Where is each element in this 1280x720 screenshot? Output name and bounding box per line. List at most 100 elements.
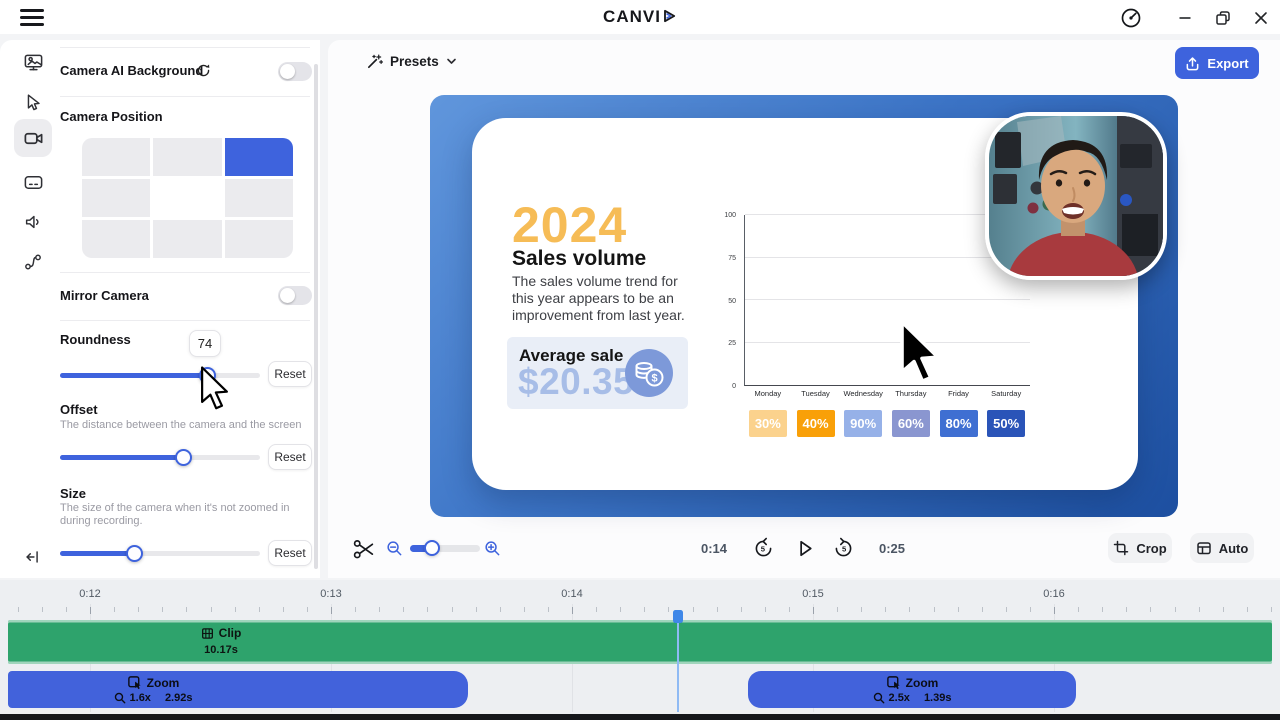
zoom-segment-label: Zoom	[146, 675, 180, 690]
window-bottom-edge	[0, 714, 1280, 720]
crop-button[interactable]: Crop	[1108, 533, 1172, 563]
percent-badge: 40%	[796, 410, 835, 437]
playhead-handle[interactable]	[673, 610, 683, 623]
auto-button[interactable]: Auto	[1190, 533, 1254, 563]
playhead-line	[677, 610, 679, 712]
magnifier-icon	[873, 692, 884, 704]
tool-cursor[interactable]	[14, 83, 52, 121]
crop-label: Crop	[1136, 540, 1167, 556]
position-cell[interactable]	[82, 179, 151, 217]
clip-segment[interactable]: Clip 10.17s	[8, 620, 1272, 664]
slider-thumb[interactable]	[199, 367, 216, 384]
percent-badge: 50%	[987, 410, 1026, 437]
position-cell[interactable]	[224, 220, 293, 258]
mirror-camera-toggle[interactable]	[278, 286, 312, 305]
logo-play-icon	[664, 9, 676, 23]
close-button[interactable]	[1248, 5, 1274, 31]
chevron-down-icon	[446, 58, 456, 64]
ruler-label: 0:15	[802, 588, 824, 600]
clip-label: Clip	[218, 626, 242, 640]
tool-captions[interactable]	[14, 163, 52, 201]
magnifier-icon	[114, 692, 125, 704]
layout-icon	[1196, 542, 1211, 555]
tool-steps[interactable]	[14, 243, 52, 281]
average-sale-card: Average sale $20.35 $	[507, 337, 688, 409]
restore-button[interactable]	[1210, 5, 1236, 31]
ruler-label: 0:16	[1043, 588, 1065, 600]
clip-duration: 10.17s	[204, 644, 238, 656]
coin-icon: $	[625, 349, 673, 397]
offset-reset-button[interactable]: Reset	[268, 444, 312, 470]
camera-ai-background-label: Camera AI Background	[60, 63, 204, 78]
roundness-value: 74	[189, 330, 221, 357]
play-button[interactable]	[793, 537, 816, 560]
current-time: 0:14	[700, 541, 728, 556]
position-cell[interactable]	[224, 179, 293, 217]
zoom-in-icon[interactable]	[484, 540, 501, 557]
slider-thumb[interactable]	[424, 540, 441, 556]
zoom-effect-icon	[886, 676, 900, 690]
slide-year: 2024	[512, 197, 628, 253]
size-reset-button[interactable]: Reset	[268, 540, 312, 566]
cut-icon[interactable]	[352, 537, 375, 560]
app-logo: CANVI	[0, 7, 1280, 27]
collapse-panel-icon[interactable]	[14, 538, 52, 576]
zoom-effect-icon	[127, 676, 141, 690]
position-cell[interactable]	[153, 138, 222, 176]
tool-background[interactable]	[14, 43, 52, 81]
webcam-overlay[interactable]	[985, 112, 1167, 280]
zoom-out-icon[interactable]	[386, 540, 403, 557]
average-sale-label: Average sale	[519, 346, 624, 365]
offset-slider[interactable]	[60, 448, 260, 466]
timeline: 0:12 0:13 0:14 0:15 0:16 Clip 10.17s Zoo…	[0, 580, 1280, 714]
zoom-segment-label: Zoom	[905, 675, 939, 690]
camera-position-grid	[82, 138, 293, 258]
auto-label: Auto	[1218, 540, 1249, 556]
roundness-slider[interactable]	[60, 366, 260, 384]
panel-scrollbar[interactable]	[314, 64, 318, 569]
position-cell[interactable]	[82, 138, 151, 176]
performance-gauge-icon[interactable]	[1118, 5, 1144, 31]
camera-position-label: Camera Position	[60, 109, 163, 124]
svg-text:5: 5	[761, 544, 766, 553]
tool-audio[interactable]	[14, 203, 52, 241]
regenerate-icon[interactable]	[196, 63, 211, 78]
position-cell[interactable]	[153, 179, 222, 217]
export-button[interactable]: Export	[1175, 47, 1259, 79]
average-sale-value: $20.35	[518, 361, 635, 402]
position-cell[interactable]	[82, 220, 151, 258]
chart-plot	[744, 214, 1030, 386]
film-icon	[201, 627, 213, 639]
size-slider[interactable]	[60, 544, 260, 562]
menu-icon[interactable]	[20, 9, 44, 26]
roundness-label: Roundness	[60, 332, 131, 347]
logo-text: CANVI	[603, 7, 661, 26]
zoom-segment[interactable]: Zoom 1.6x 2.92s	[8, 671, 468, 708]
slide-title: Sales volume	[512, 247, 647, 270]
percent-badge: 60%	[891, 410, 930, 437]
chart-category-label: Friday	[948, 389, 969, 398]
total-time: 0:25	[878, 541, 906, 556]
presets-label: Presets	[390, 54, 439, 69]
rewind-5-icon[interactable]: 5	[752, 537, 775, 560]
tool-camera[interactable]	[14, 119, 52, 157]
forward-5-icon[interactable]: 5	[832, 537, 855, 560]
slider-thumb[interactable]	[126, 545, 143, 562]
upload-icon	[1187, 56, 1199, 70]
size-label: Size	[60, 486, 87, 501]
presets-dropdown[interactable]: Presets	[366, 53, 457, 70]
position-cell[interactable]	[153, 220, 222, 258]
titlebar: CANVI	[0, 0, 1280, 34]
divider	[60, 320, 310, 321]
zoom-segment[interactable]: Zoom 2.5x 1.39s	[748, 671, 1076, 708]
timeline-zoom-slider[interactable]	[410, 540, 480, 556]
zoom-factor: 1.6x	[129, 692, 151, 704]
minimize-button[interactable]	[1172, 5, 1198, 31]
percent-badge: 80%	[939, 410, 978, 437]
camera-ai-background-toggle[interactable]	[278, 62, 312, 81]
chart-days: Monday Tuesday Wednesday Thursday Friday Satu…	[744, 389, 1030, 398]
slider-thumb[interactable]	[175, 449, 192, 466]
divider	[60, 47, 310, 48]
position-cell[interactable]	[224, 138, 293, 176]
roundness-reset-button[interactable]: Reset	[268, 361, 312, 387]
